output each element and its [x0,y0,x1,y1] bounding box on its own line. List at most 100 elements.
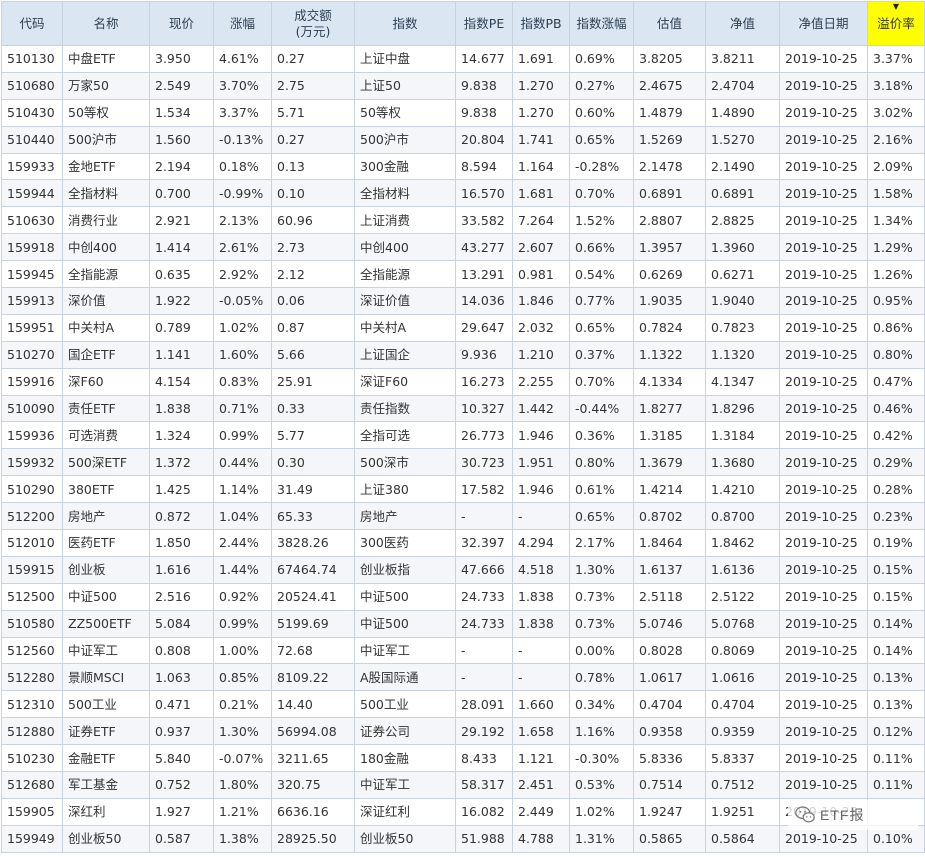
table-row[interactable]: 159905 深红利 1.927 1.21% 6636.16 深证红利 16.082 2.44… [1,797,925,826]
cell-code[interactable]: 510630 [1,206,63,235]
cell-nav[interactable]: 0.6891 [705,179,780,208]
cell-index[interactable]: 深证价值 [354,287,456,315]
cell-nav[interactable]: 0.6271 [705,260,780,289]
cell-nav[interactable]: 1.5270 [705,125,780,154]
cell-code[interactable]: 159915 [1,555,63,584]
cell-code[interactable]: 512500 [1,582,63,611]
column-header-premium[interactable]: 溢价率 ▼ [867,1,925,46]
cell-code[interactable]: 510130 [1,45,63,73]
cell-index[interactable]: 上证中盘 [354,45,456,73]
cell-index[interactable]: 上证国企 [354,340,456,369]
table-row[interactable]: 512310 500工业 0.471 0.21% 14.40 500工业 28.091 1.6… [1,690,925,719]
table-row[interactable]: 512560 中证军工 0.808 1.00% 72.68 中证军工 - -0.00% 0.80… [1,636,925,665]
cell-nav[interactable]: 3.8211 [705,45,780,73]
cell-index[interactable]: 创业板50 [354,824,456,853]
column-header-code[interactable]: 代码 [1,1,63,46]
cell-nav[interactable]: 2.5122 [705,582,780,611]
cell-index[interactable]: 上证380 [354,475,456,504]
cell-code[interactable]: 159905 [1,797,63,826]
table-row[interactable]: 512680 军工基金 0.752 1.80% 320.75 中证军工 58.317 2.45… [1,771,925,799]
cell-code[interactable]: 510090 [1,394,63,423]
column-header-turnover[interactable]: 成交额 (万元) [271,1,355,46]
cell-index[interactable]: 500工业 [354,690,456,719]
cell-nav[interactable]: 1.1320 [705,340,780,369]
table-row[interactable]: 510580 ZZ500ETF 5.084 0.99% 5199.69 中证500 24.7… [1,609,925,638]
cell-code[interactable]: 159916 [1,367,63,396]
cell-index[interactable]: 300金融 [354,152,456,181]
cell-nav[interactable]: 1.8462 [705,529,780,557]
cell-code[interactable]: 510230 [1,744,63,773]
cell-nav[interactable]: 1.4210 [705,475,780,504]
cell-code[interactable]: 159944 [1,179,63,208]
cell-code[interactable]: 510290 [1,475,63,504]
table-row[interactable]: 159945 全指能源 0.635 2.92% 2.12 全指能源 13.291 0.981 0… [1,260,925,289]
cell-index[interactable]: 500深市 [354,448,456,477]
cell-code[interactable]: 510580 [1,609,63,638]
cell-index[interactable]: 责任指数 [354,394,456,423]
cell-code[interactable]: 510680 [1,71,63,100]
cell-index[interactable]: 全指可选 [354,421,456,450]
cell-index[interactable]: 证券公司 [354,717,456,746]
cell-code[interactable]: 510430 [1,98,63,127]
cell-index[interactable]: 180金融 [354,744,456,773]
table-row[interactable]: 159916 深F60 4.154 0.83% 25.91 深证F60 16.273 2.25… [1,367,925,396]
table-row[interactable]: 512280 景顺MSCI 1.063 0.85% 8109.22 A股国际通 - -0.78… [1,663,925,692]
cell-nav[interactable]: 2.8825 [705,206,780,235]
cell-index[interactable]: 500沪市 [354,125,456,154]
table-row[interactable]: 159949 创业板50 0.587 1.38% 28925.50 创业板50 51.988… [1,824,925,853]
cell-nav[interactable]: 0.4704 [705,690,780,719]
cell-code[interactable]: 512680 [1,771,63,799]
cell-nav[interactable]: 2.4704 [705,71,780,100]
table-row[interactable]: 510230 金融ETF 5.840 -0.07% 3211.65 180金融 8.433 1… [1,744,925,773]
table-row[interactable]: 159918 中创400 1.414 2.61% 2.73 中创400 43.277 2.60… [1,233,925,262]
cell-nav[interactable]: 1.6136 [705,555,780,584]
cell-code[interactable]: 510440 [1,125,63,154]
cell-code[interactable]: 512310 [1,690,63,719]
cell-index[interactable]: 深证红利 [354,797,456,826]
cell-code[interactable]: 159933 [1,152,63,181]
cell-code[interactable]: 512560 [1,636,63,665]
table-row[interactable]: 512880 证券ETF 0.937 1.30% 56994.08 证券公司 29.192 1… [1,717,925,746]
column-header-index-change[interactable]: 指数涨幅 [569,1,634,46]
cell-index[interactable]: 中关村A [354,313,456,342]
table-row[interactable]: 510130 中盘ETF 3.950 4.61% 0.27 上证中盘 14.677 1.691… [1,45,925,73]
table-row[interactable]: 159944 全指材料 0.700 -0.99% 0.10 全指材料 16.570 1.681… [1,179,925,208]
table-row[interactable]: 159933 金地ETF 2.194 0.18% 0.13 300金融 8.594 1.164… [1,152,925,181]
table-row[interactable]: 512200 房地产 0.872 1.04% 65.33 房地产 - -0.65% 0.8702… [1,502,925,531]
cell-code[interactable]: 510270 [1,340,63,369]
cell-nav[interactable]: 0.7512 [705,771,780,799]
cell-nav[interactable]: 1.3960 [705,233,780,262]
table-row[interactable]: 512500 中证500 2.516 0.92% 20524.41 中证500 24.733… [1,582,925,611]
cell-code[interactable]: 159932 [1,448,63,477]
table-row[interactable]: 510270 国企ETF 1.141 1.60% 5.66 上证国企 9.936 1.210 0… [1,340,925,369]
table-row[interactable]: 159951 中关村A 0.789 1.02% 0.87 中关村A 29.647 2.032 0… [1,313,925,342]
table-row[interactable]: 510290 380ETF 1.425 1.14% 31.49 上证380 17.582 1.… [1,475,925,504]
column-header-estimate[interactable]: 估值 [633,1,706,46]
cell-nav[interactable]: 4.1347 [705,367,780,396]
cell-index[interactable]: 中证军工 [354,771,456,799]
cell-code[interactable]: 512280 [1,663,63,692]
cell-code[interactable]: 159913 [1,287,63,315]
cell-index[interactable]: 深证F60 [354,367,456,396]
cell-index[interactable]: 创业板指 [354,555,456,584]
cell-nav[interactable]: 1.9251 [705,797,780,826]
cell-index[interactable]: 上证消费 [354,206,456,235]
cell-code[interactable]: 159936 [1,421,63,450]
table-row[interactable]: 159932 500深ETF 1.372 0.44% 0.30 500深市 30.723 1.… [1,448,925,477]
cell-code[interactable]: 159949 [1,824,63,853]
cell-nav[interactable]: 1.9040 [705,287,780,315]
cell-index[interactable]: 50等权 [354,98,456,127]
cell-nav[interactable]: 0.8069 [705,636,780,665]
cell-nav[interactable]: 1.0616 [705,663,780,692]
table-row[interactable]: 159915 创业板 1.616 1.44% 67464.74 创业板指 47.666 4.5… [1,555,925,584]
cell-nav[interactable]: 0.8700 [705,502,780,531]
cell-index[interactable]: 中证500 [354,582,456,611]
cell-code[interactable]: 159918 [1,233,63,262]
cell-nav[interactable]: 1.3184 [705,421,780,450]
cell-index[interactable]: 中证500 [354,609,456,638]
cell-nav[interactable]: 5.8337 [705,744,780,773]
column-header-index-pe[interactable]: 指数PE [455,1,513,46]
column-header-name[interactable]: 名称 [62,1,150,46]
table-row[interactable]: 510430 50等权 1.534 3.37% 5.71 50等权 9.838 1.270 0.… [1,98,925,127]
column-header-index-pb[interactable]: 指数PB [512,1,570,46]
